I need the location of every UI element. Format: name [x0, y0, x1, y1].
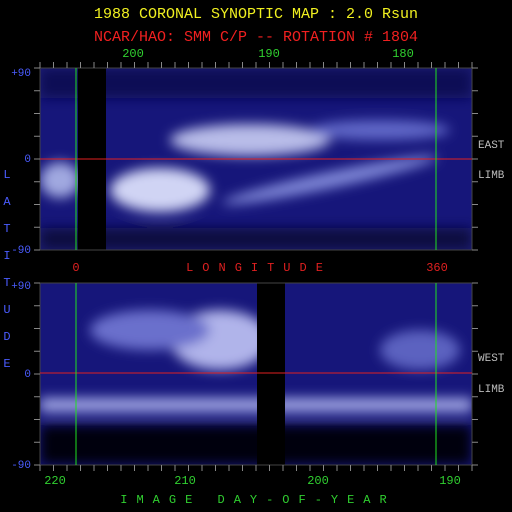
longitude-label: LONGITUDE — [186, 261, 332, 275]
lat-label: +90 — [11, 68, 31, 80]
bottom-tick-label: 200 — [307, 474, 329, 488]
bottom-tick-label: 220 — [44, 474, 66, 488]
title: 1988 CORONAL SYNOPTIC MAP : 2.0 Rsun — [94, 6, 418, 23]
longitude-end: 360 — [426, 261, 448, 275]
limb-label: EAST — [478, 140, 505, 152]
lat-label: 0 — [24, 369, 31, 381]
limb-label: WEST — [478, 353, 505, 365]
bottom-axis-label: IMAGE DAY-OF-YEAR — [120, 493, 395, 507]
lat-label: 0 — [24, 154, 31, 166]
top-tick-label: 180 — [392, 47, 414, 61]
lower-map — [40, 283, 472, 465]
subtitle: NCAR/HAO: SMM C/P -- ROTATION # 1804 — [94, 29, 418, 46]
limb-label: LIMB — [478, 384, 505, 396]
lat-label: +90 — [11, 281, 31, 293]
longitude-start: 0 — [72, 261, 79, 275]
lat-label: -90 — [11, 245, 31, 257]
bottom-tick-label: 190 — [439, 474, 461, 488]
latitude-label: LATITUDE — [0, 168, 14, 384]
bottom-tick-label: 210 — [174, 474, 196, 488]
limb-label: LIMB — [478, 170, 505, 182]
top-tick-label: 200 — [122, 47, 144, 61]
top-tick-label: 190 — [258, 47, 280, 61]
lat-label: -90 — [11, 460, 31, 472]
tick-marks — [34, 62, 478, 471]
